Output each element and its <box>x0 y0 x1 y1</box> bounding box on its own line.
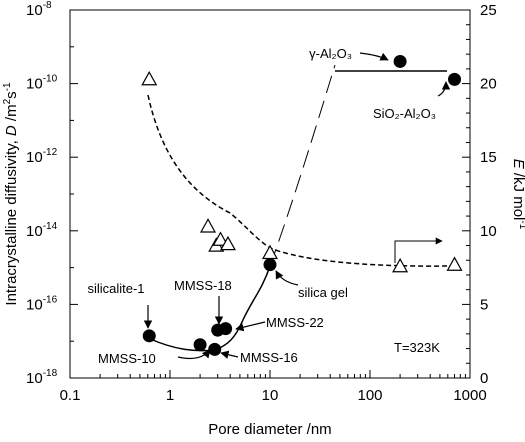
annotation-arrows <box>143 52 451 360</box>
y-left-tick-label: 10-14 <box>26 221 58 240</box>
arrow-gamma-alumina <box>359 52 389 61</box>
data-markers <box>141 54 463 356</box>
label-silicalite-1: silicalite-1 <box>87 281 144 296</box>
diffusivity-point <box>193 338 207 352</box>
long-dash-guide <box>269 64 336 267</box>
right-axis-indicator-arrow <box>394 237 443 263</box>
arrow-mmss-16 <box>220 350 239 359</box>
diffusivity-point <box>263 258 277 272</box>
x-tick-label: 0.1 <box>60 387 81 404</box>
diffusivity-point <box>142 329 156 343</box>
y-right-tick-label: 25 <box>480 2 497 19</box>
label-temperature: T=323K <box>394 340 440 355</box>
y-right-tick-label: 15 <box>480 149 497 166</box>
activation-energy-point <box>446 256 463 271</box>
y-right-tick-label: 10 <box>480 223 497 240</box>
y-right-tick-label: 20 <box>480 76 497 93</box>
curves <box>147 64 448 352</box>
diffusivity-point <box>448 72 462 86</box>
arrow-silica-gel <box>275 270 299 286</box>
activation-energy-point <box>261 244 279 260</box>
y-left-tick-label: 10-12 <box>26 147 58 166</box>
activation-energy-point <box>392 257 409 273</box>
x-tick-label: 1 <box>166 387 174 404</box>
diffusivity-point <box>393 54 407 68</box>
x-tick-label: 1000 <box>453 387 486 404</box>
label-mmss-16: MMSS-16 <box>240 350 298 365</box>
label-silica-alumina: SiO₂-Al₂O₃ <box>373 106 436 121</box>
circle-solid-curve <box>147 265 271 352</box>
y-left-axis-title: Intracrystalline diffusivity, D /m2s-1 <box>2 82 20 306</box>
arrow-mmss-22 <box>235 321 266 332</box>
y-left-tick-label: 10-18 <box>26 368 58 387</box>
triangle-dashed-curve <box>147 94 448 267</box>
y-left-tick-label: 10-8 <box>26 0 52 19</box>
diffusivity-point <box>219 322 233 336</box>
x-tick-label: 10 <box>262 387 279 404</box>
y-right-axis-title: E /kJ mol-1 <box>510 159 525 230</box>
y-right-axis: 0 5 10 15 20 25 <box>462 2 497 387</box>
annotation-labels: silicalite-1 MMSS-10 MMSS-16 MMSS-18 MMS… <box>87 46 440 366</box>
activation-energy-point <box>219 235 236 251</box>
label-gamma-alumina: γ-Al₂O₃ <box>309 46 352 61</box>
x-tick-label: 100 <box>357 387 382 404</box>
y-right-tick-label: 5 <box>480 296 488 313</box>
arrow-silica-alumina <box>437 81 451 97</box>
x-axis: 0.1 1 10 100 1000 <box>60 370 487 404</box>
label-silica-gel: silica gel <box>298 285 348 300</box>
y-left-axis: 10-18 10-16 10-14 10-12 10-10 10-8 <box>26 0 78 387</box>
activation-energy-point <box>200 218 217 233</box>
label-mmss-22: MMSS-22 <box>266 315 324 330</box>
activation-energy-point <box>141 70 158 86</box>
label-mmss-10: MMSS-10 <box>98 351 156 366</box>
y-right-tick-label: 0 <box>480 370 488 387</box>
diffusivity-point <box>208 342 222 356</box>
arrow-mmss-10 <box>177 349 211 360</box>
y-left-tick-label: 10-10 <box>26 74 58 93</box>
activation-energy-point <box>212 231 229 246</box>
label-mmss-18: MMSS-18 <box>174 278 232 293</box>
y-left-tick-label: 10-16 <box>26 294 58 313</box>
x-axis-title: Pore diameter /nm <box>208 421 331 438</box>
